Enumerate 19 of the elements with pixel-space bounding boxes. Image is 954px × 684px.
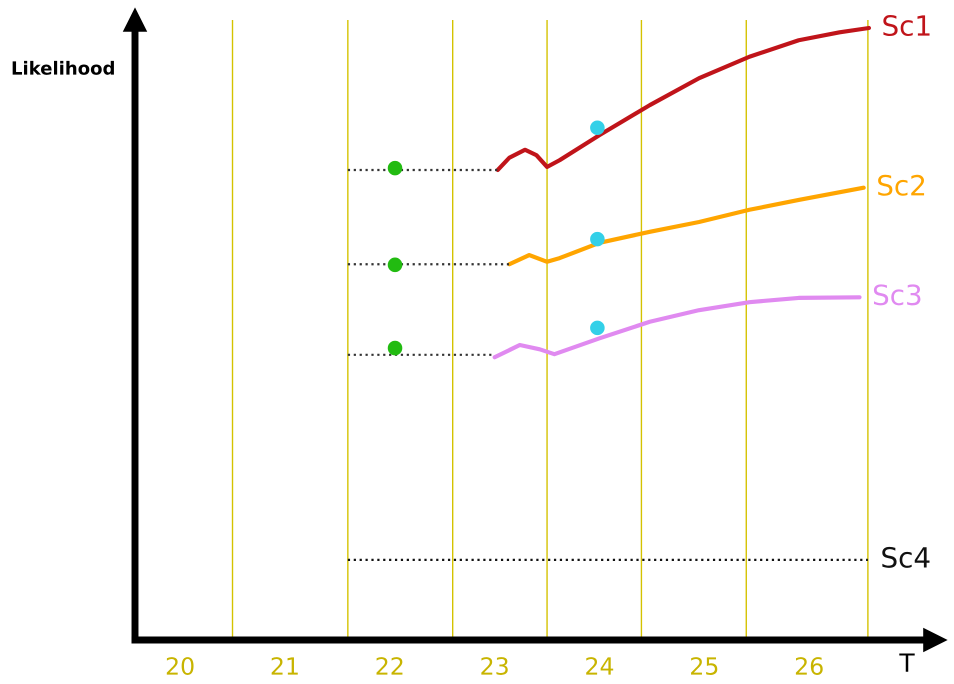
x-axis-title: T	[899, 653, 915, 672]
series-label: Sc2	[878, 174, 924, 196]
series-label: Sc1	[883, 15, 930, 36]
x-tick-label: 24	[586, 657, 614, 675]
x-tick-label: 23	[481, 657, 508, 675]
x-tick-label: 20	[166, 657, 194, 675]
point	[590, 232, 605, 246]
series-label: Sc4	[882, 546, 930, 568]
x-tick-label: 22	[376, 657, 402, 675]
point	[388, 160, 402, 176]
x-tick-label: 26	[796, 657, 823, 675]
point	[388, 340, 402, 356]
point	[590, 120, 605, 136]
x-tick-label: 21	[272, 657, 298, 675]
series-label: Sc3	[874, 284, 920, 306]
point	[590, 320, 605, 336]
x-tick-label: 25	[691, 657, 718, 675]
point	[388, 258, 402, 272]
y-axis-title: Likelihood	[12, 60, 114, 75]
